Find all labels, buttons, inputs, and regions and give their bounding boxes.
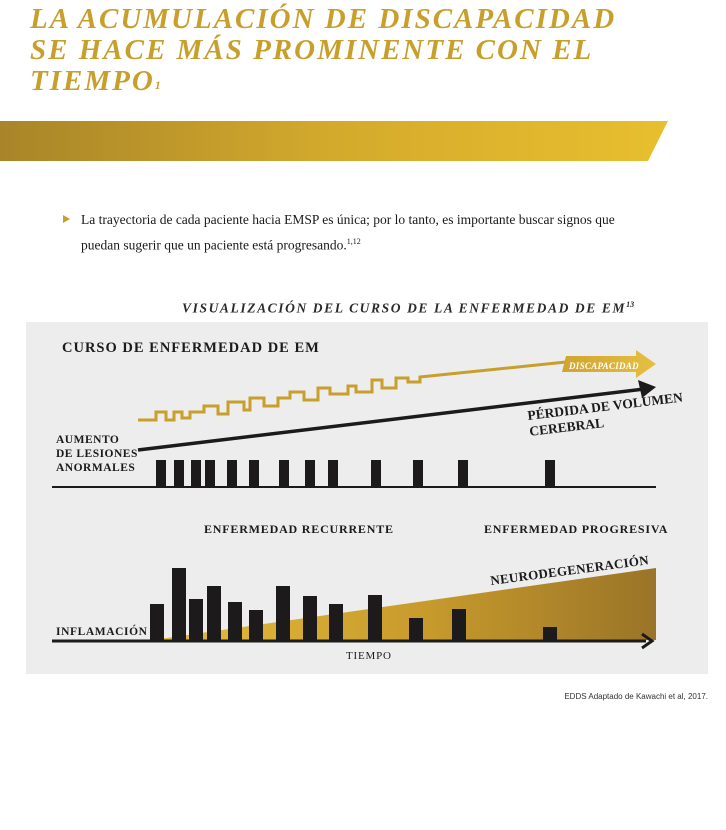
inflammation-bar xyxy=(276,586,290,641)
disease-course-diagram: CURSO DE ENFERMEDAD DE EM DISCAPACIDAD P… xyxy=(26,322,708,674)
lesion-bar xyxy=(227,460,237,486)
progressive-phase-label: ENFERMEDAD PROGRESIVA xyxy=(484,522,668,536)
lesion-bar xyxy=(191,460,201,486)
inflammation-bar xyxy=(409,618,423,641)
page-title: LA ACUMULACIÓN DE DISCAPACIDAD SE HACE M… xyxy=(30,4,710,97)
inflammation-bar xyxy=(228,602,242,641)
lesion-bar xyxy=(458,460,468,486)
inflammation-bar xyxy=(150,604,164,641)
bullet-reference: 1,12 xyxy=(346,237,361,246)
source-citation: EDDS Adaptado de Kawachi et al, 2017. xyxy=(564,692,708,701)
lesion-bar xyxy=(205,460,215,486)
inflammation-bar xyxy=(172,568,186,641)
bullet-text: La trayectoria de cada paciente hacia EM… xyxy=(81,212,615,253)
gold-banner xyxy=(0,121,668,161)
lesion-bar xyxy=(371,460,381,486)
inflammation-bar xyxy=(189,599,203,641)
lesions-label-2: DE LESIONES xyxy=(56,448,138,460)
lesion-bar xyxy=(156,460,166,486)
lesion-bar xyxy=(305,460,315,486)
inflammation-bar xyxy=(329,604,343,641)
neurodegeneration-area xyxy=(152,568,656,640)
brain-volume-arrow xyxy=(137,387,645,452)
bullet-marker-icon xyxy=(63,215,70,223)
bullet-point: La trayectoria de cada paciente hacia EM… xyxy=(63,209,643,257)
lesion-bar xyxy=(279,460,289,486)
disability-tag xyxy=(562,350,656,378)
lesion-bar xyxy=(413,460,423,486)
inflammation-bar xyxy=(249,610,263,641)
inflammation-label: INFLAMACIÓN xyxy=(56,624,148,638)
section-reference: 13 xyxy=(626,300,635,309)
inflammation-bar xyxy=(543,627,557,641)
inflammation-bar xyxy=(303,596,317,641)
title-line-2: SE HACE MÁS PROMINENTE CON EL xyxy=(30,34,594,66)
diagram-heading: CURSO DE ENFERMEDAD DE EM xyxy=(62,340,320,356)
section-title: VISUALIZACIÓN DEL CURSO DE LA ENFERMEDAD… xyxy=(182,300,635,316)
lesion-bar xyxy=(545,460,555,486)
lesion-bar xyxy=(328,460,338,486)
inflammation-bar xyxy=(368,595,382,641)
time-axis-arrowhead xyxy=(641,632,655,650)
inflammation-bar xyxy=(452,609,466,641)
title-line-3: TIEMPO xyxy=(30,65,155,97)
lesion-bar xyxy=(174,460,184,486)
relapsing-phase-label: ENFERMEDAD RECURRENTE xyxy=(204,522,394,536)
disability-label: DISCAPACIDAD xyxy=(568,361,639,371)
inflammation-bar xyxy=(207,586,221,641)
disability-line xyxy=(138,360,567,422)
title-line-1: LA ACUMULACIÓN DE DISCAPACIDAD xyxy=(30,3,617,35)
title-reference: 1 xyxy=(154,78,161,92)
lesions-label-1: AUMENTO xyxy=(56,434,119,446)
lesions-label-3: ANORMALES xyxy=(56,462,135,474)
time-axis-label: TIEMPO xyxy=(346,650,392,662)
brain-volume-arrowhead xyxy=(638,380,656,398)
lesion-bar xyxy=(249,460,259,486)
